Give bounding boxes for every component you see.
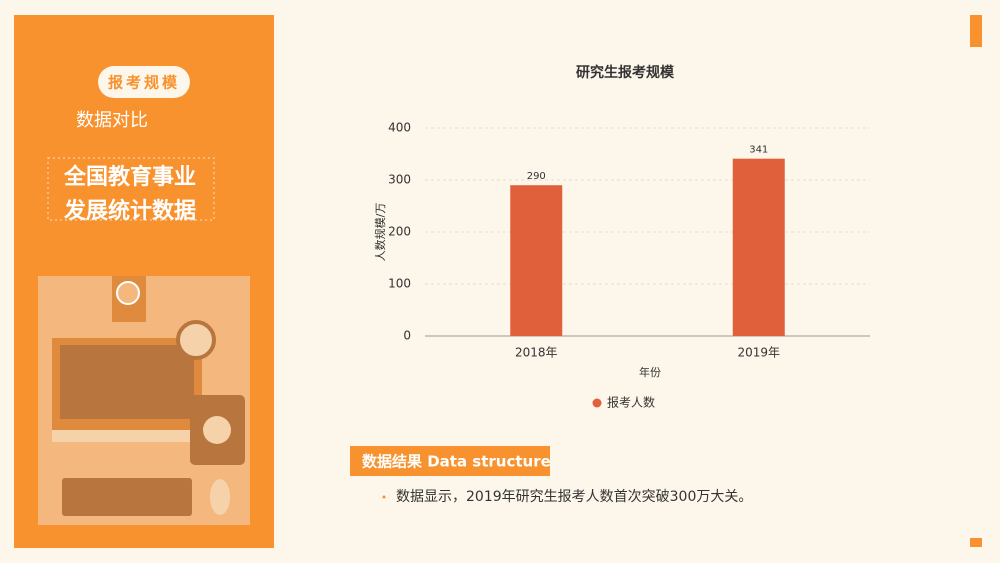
y-tick-label: 0 <box>403 329 411 343</box>
legend-label: 报考人数 <box>607 395 655 410</box>
accent-bar <box>970 15 982 47</box>
y-tick-label: 300 <box>388 173 411 187</box>
chart-title: 研究生报考规模 <box>576 64 675 81</box>
bar <box>732 158 785 336</box>
heading-line: 全国教育事业 <box>63 164 196 190</box>
heading-frame <box>47 157 215 221</box>
data-label: 290 <box>527 171 546 182</box>
accent-square <box>970 538 982 547</box>
tag-text: 报考规模 <box>108 74 180 92</box>
x-tick-label: 2019年 <box>737 346 780 360</box>
y-tick-label: 200 <box>388 225 411 239</box>
legend-marker <box>592 398 602 408</box>
data-label: 341 <box>749 145 768 156</box>
x-tick-label: 2018年 <box>515 346 558 360</box>
section-label: 数据结果 Data structure <box>362 453 551 471</box>
bar <box>510 185 563 336</box>
section-text: 数据显示，2019年研究生报考人数首次突破300万大关。 <box>396 489 752 505</box>
section-label-box <box>350 446 550 476</box>
subtitle: 数据对比 <box>76 110 148 131</box>
heading-line: 发展统计数据 <box>63 198 196 224</box>
y-tick-label: 100 <box>388 277 411 291</box>
bullet <box>382 495 386 499</box>
illustration <box>38 276 250 525</box>
y-axis-label: 人数规模/万 <box>373 203 387 262</box>
y-tick-label: 400 <box>388 121 411 135</box>
tag-pill <box>98 66 190 98</box>
x-axis-label: 年份 <box>639 365 661 379</box>
